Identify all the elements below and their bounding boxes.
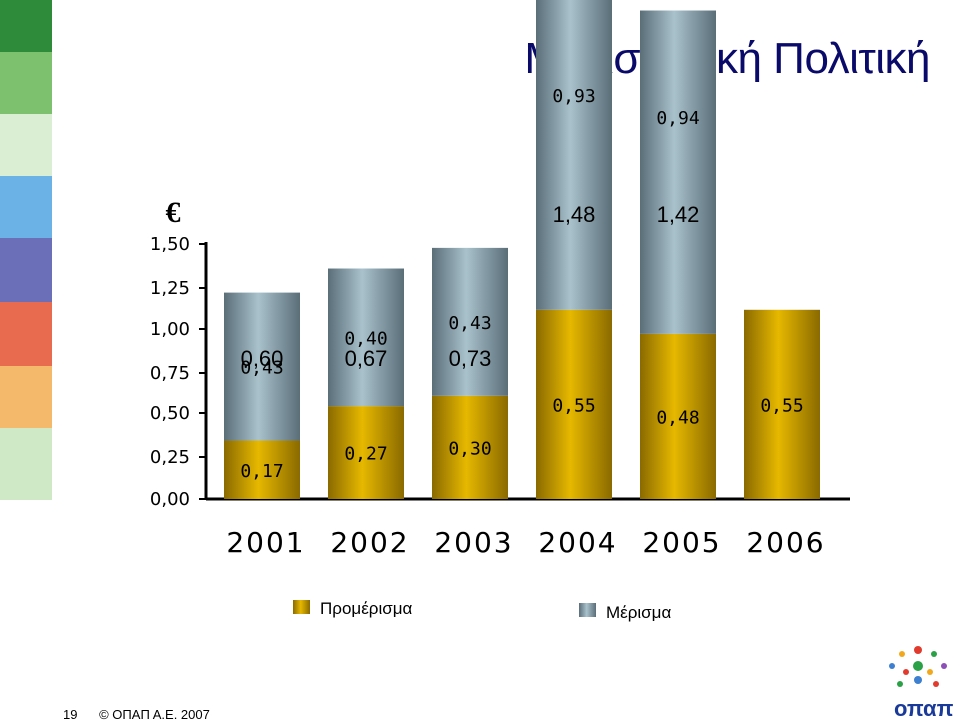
legend-label-final: Μέρισμα bbox=[606, 603, 671, 622]
data-label-interim: 0,55 bbox=[760, 395, 803, 416]
copyright-text: © ΟΠΑΠ Α.Ε. 2007 bbox=[99, 707, 210, 722]
bar-interim-2003 bbox=[432, 395, 508, 499]
slide-footer: 19 © ΟΠΑΠ Α.Ε. 2007 bbox=[63, 707, 228, 722]
total-label: 0,60 bbox=[241, 346, 284, 371]
y-tick-label: 0,00 bbox=[150, 489, 190, 510]
opap-logo-icon bbox=[889, 646, 947, 687]
y-tick-label: 1,50 bbox=[150, 234, 190, 255]
total-label: 0,73 bbox=[449, 346, 492, 371]
legend-swatch-final bbox=[579, 603, 596, 617]
y-tick-label: 0,50 bbox=[150, 403, 190, 424]
bar-interim-2001 bbox=[224, 440, 300, 499]
data-label-final: 0,43 bbox=[448, 313, 491, 334]
y-tick-label: 1,25 bbox=[150, 278, 190, 299]
data-label-interim: 0,27 bbox=[344, 444, 387, 465]
bar-final-2004 bbox=[536, 0, 612, 310]
total-label: 1,48 bbox=[553, 202, 596, 227]
data-label-interim: 0,30 bbox=[448, 438, 491, 459]
x-tick-label: 2005 bbox=[642, 526, 721, 559]
data-label-final: 0,93 bbox=[552, 86, 595, 107]
legend-swatch-interim bbox=[293, 600, 310, 614]
bar-final-2003 bbox=[432, 247, 508, 396]
x-tick-label: 2002 bbox=[330, 526, 409, 559]
x-tick-label: 2004 bbox=[538, 526, 617, 559]
total-label: 1,42 bbox=[657, 202, 700, 227]
bar-final-2002 bbox=[328, 268, 404, 407]
data-label-final: 0,43 bbox=[240, 358, 283, 379]
data-label-interim: 0,48 bbox=[656, 407, 699, 428]
x-tick-label: 2006 bbox=[746, 526, 825, 559]
data-label-interim: 0,17 bbox=[240, 461, 283, 482]
bar-final-2005 bbox=[640, 10, 716, 334]
data-label-final: 0,94 bbox=[656, 108, 699, 129]
y-tick-label: 0,25 bbox=[150, 447, 190, 468]
x-tick-label: 2003 bbox=[434, 526, 513, 559]
data-label-final: 0,40 bbox=[344, 328, 387, 349]
bar-interim-2005 bbox=[640, 333, 716, 499]
bar-final-2001 bbox=[224, 292, 300, 441]
total-label: 0,67 bbox=[345, 346, 388, 371]
y-tick-label: 0,75 bbox=[150, 363, 190, 384]
page-number: 19 bbox=[63, 707, 78, 722]
dividend-chart: 0,000,250,500,751,001,251,50€0,170,430,6… bbox=[150, 0, 850, 622]
bar-interim-2002 bbox=[328, 406, 404, 499]
y-unit-label: € bbox=[166, 196, 181, 229]
data-label-interim: 0,55 bbox=[552, 395, 595, 416]
x-tick-label: 2001 bbox=[226, 526, 305, 559]
decorative-color-stripe bbox=[0, 0, 52, 500]
logo-text: οπαπ bbox=[894, 696, 954, 721]
y-tick-label: 1,00 bbox=[150, 319, 190, 340]
bar-interim-2006 bbox=[744, 309, 820, 499]
legend-label-interim: Προμέρισμα bbox=[320, 599, 413, 618]
bar-interim-2004 bbox=[536, 309, 612, 499]
